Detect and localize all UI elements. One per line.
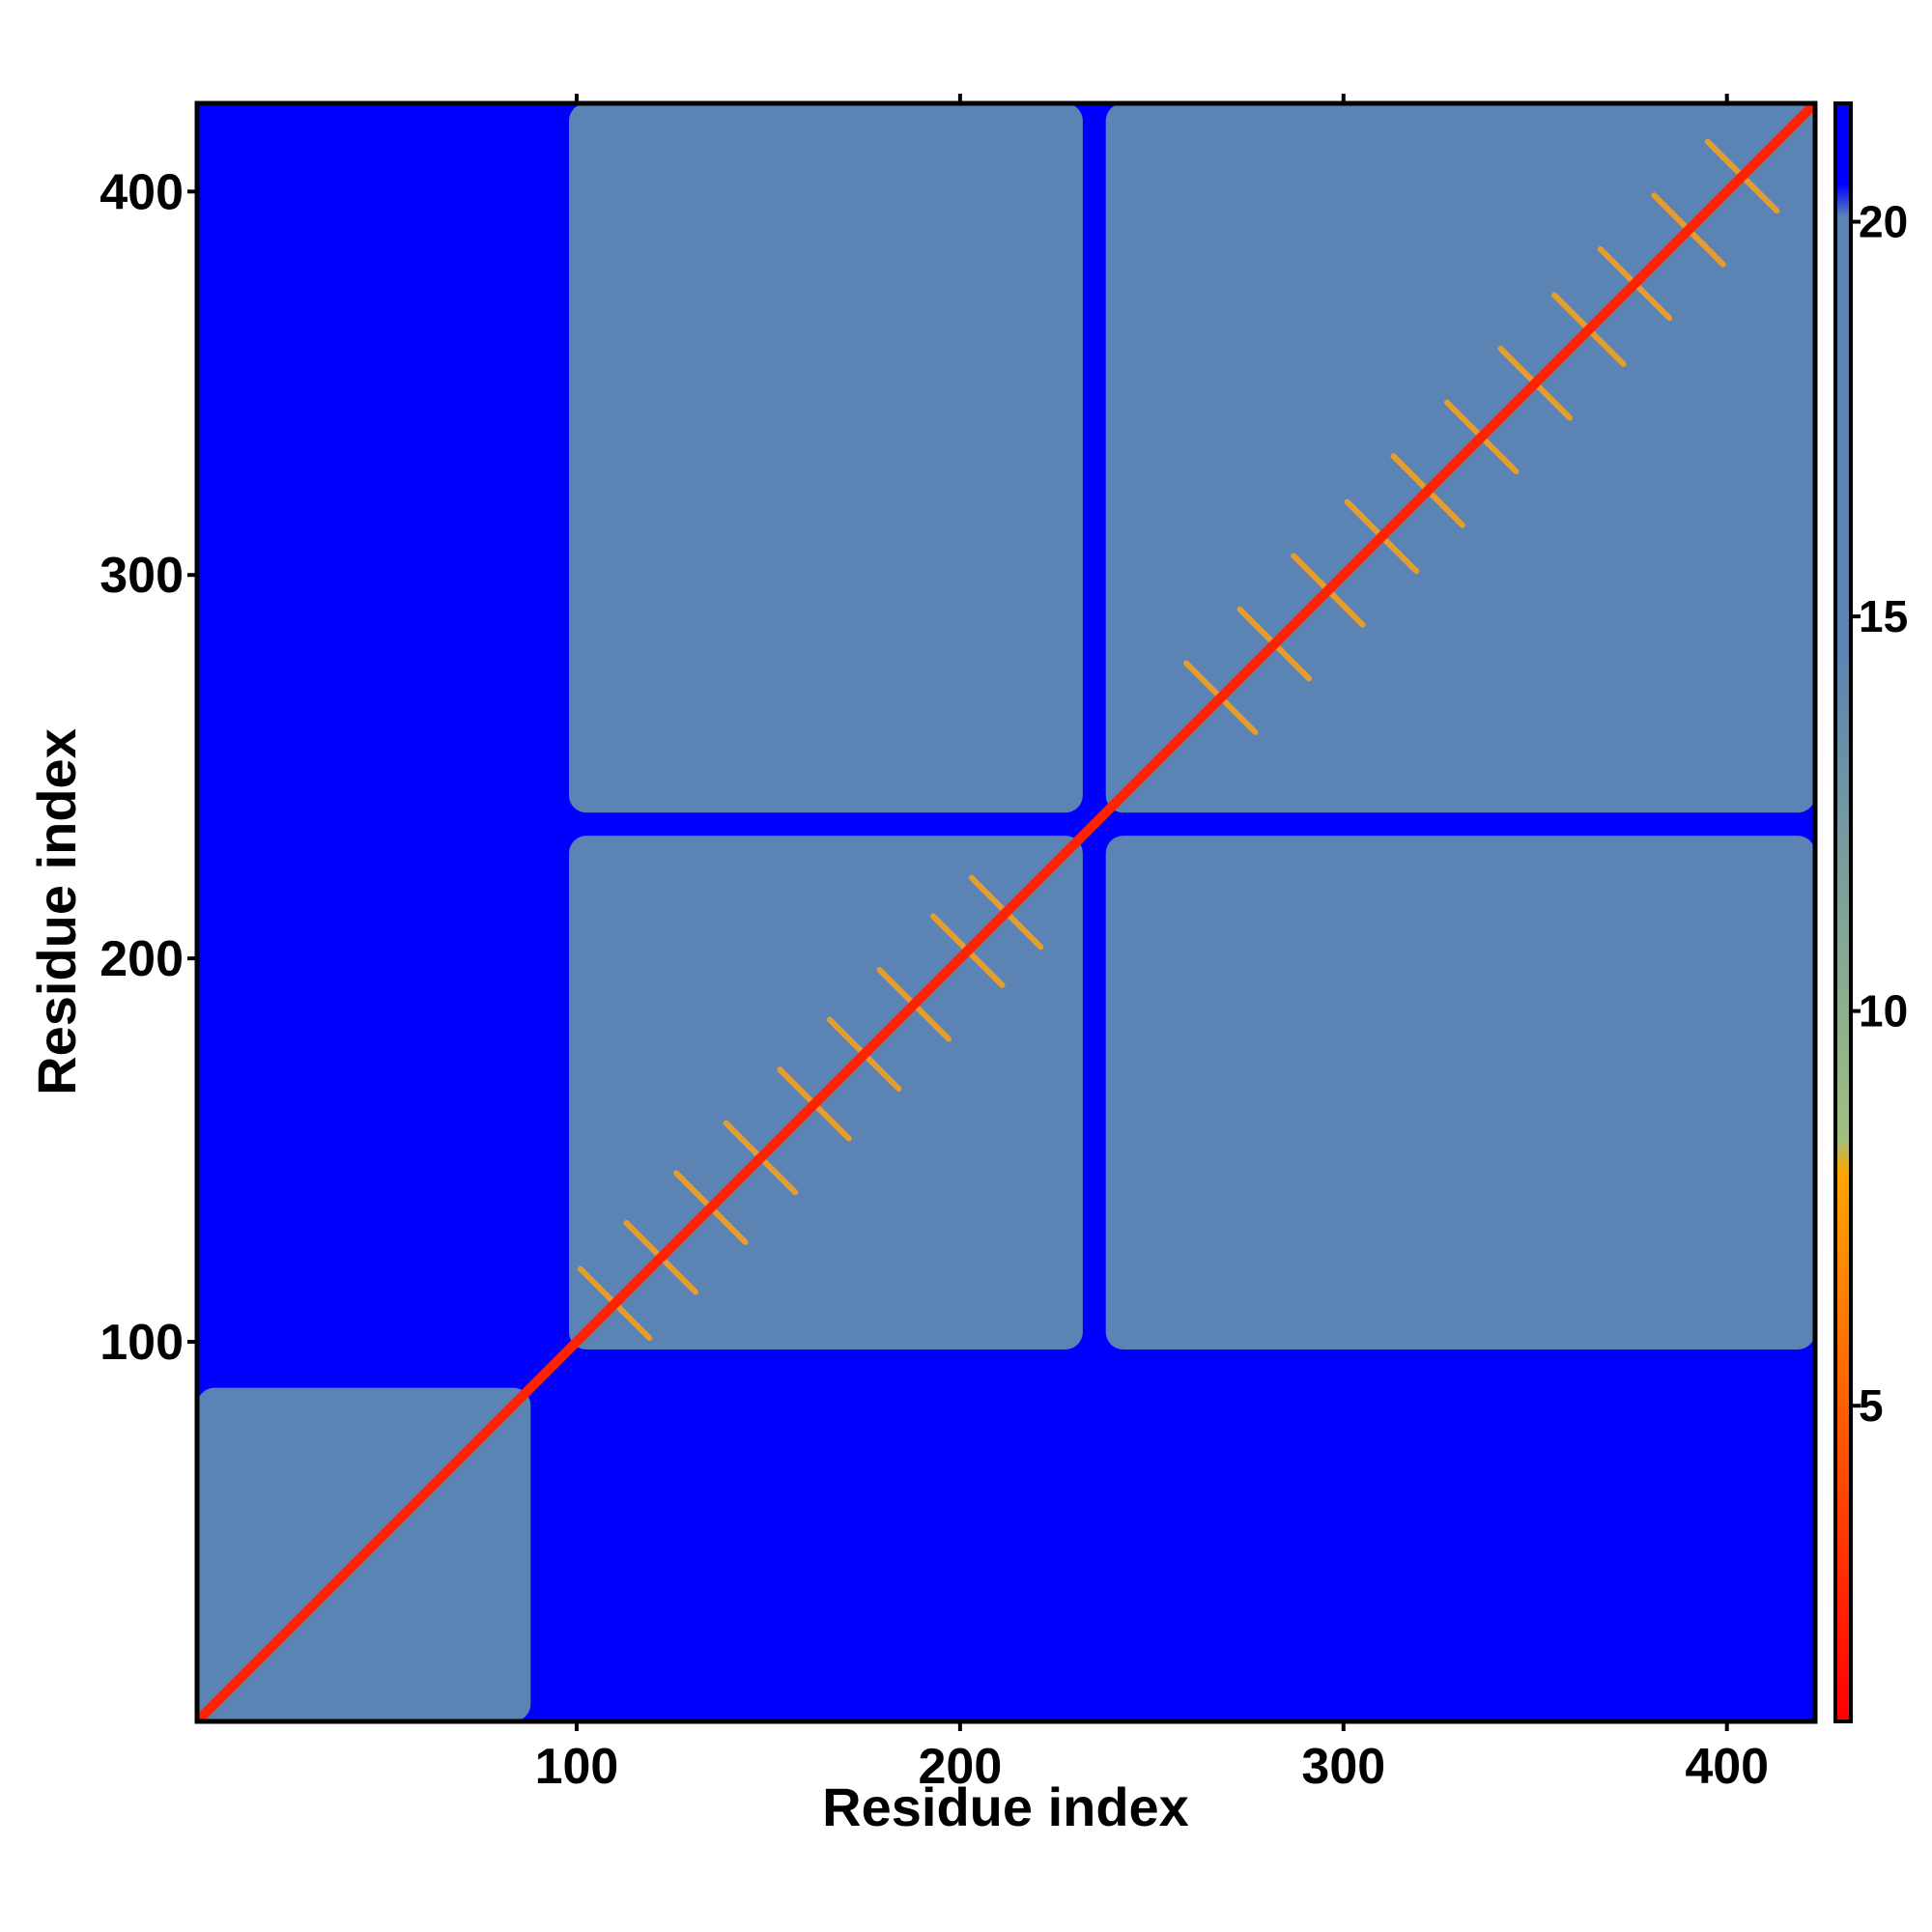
plot-frame [194, 100, 1818, 1724]
x-axis-title: Residue index [822, 1776, 1189, 1837]
y-tick-label-300: 300 [99, 548, 184, 604]
y-tick-label-200: 200 [99, 931, 184, 987]
colorbar-tick-label-20: 20 [1859, 197, 1908, 247]
colorbar-tick-label-10: 10 [1859, 986, 1908, 1037]
y-axis-ticks: 100 200 300 400 [99, 164, 197, 1371]
y-tick-label-400: 400 [99, 164, 184, 220]
colorbar-tick-label-5: 5 [1859, 1380, 1884, 1431]
x-tick-label-100: 100 [535, 1739, 619, 1795]
diagonal-line [197, 103, 1815, 1721]
distance-heatmap [197, 103, 1815, 1721]
interaction-block-upper-1 [569, 103, 1083, 813]
colorbar-tick-label-15: 15 [1859, 591, 1908, 641]
x-tick-label-200: 200 [918, 1739, 1002, 1795]
x-tick-label-300: 300 [1301, 1739, 1385, 1795]
interaction-block-lower-1 [1105, 836, 1815, 1350]
x-tick-label-400: 400 [1685, 1739, 1769, 1795]
x-axis-ticks: 100 200 300 400 [535, 94, 1769, 1795]
y-axis-title: Residue index [26, 728, 87, 1095]
y-tick-label-100: 100 [99, 1315, 184, 1371]
colorbar-gradient [1833, 101, 1853, 1723]
colorbar-ticks: 5 10 15 20 [1851, 197, 1908, 1431]
colorbar: 5 10 15 20 [1833, 101, 1908, 1723]
